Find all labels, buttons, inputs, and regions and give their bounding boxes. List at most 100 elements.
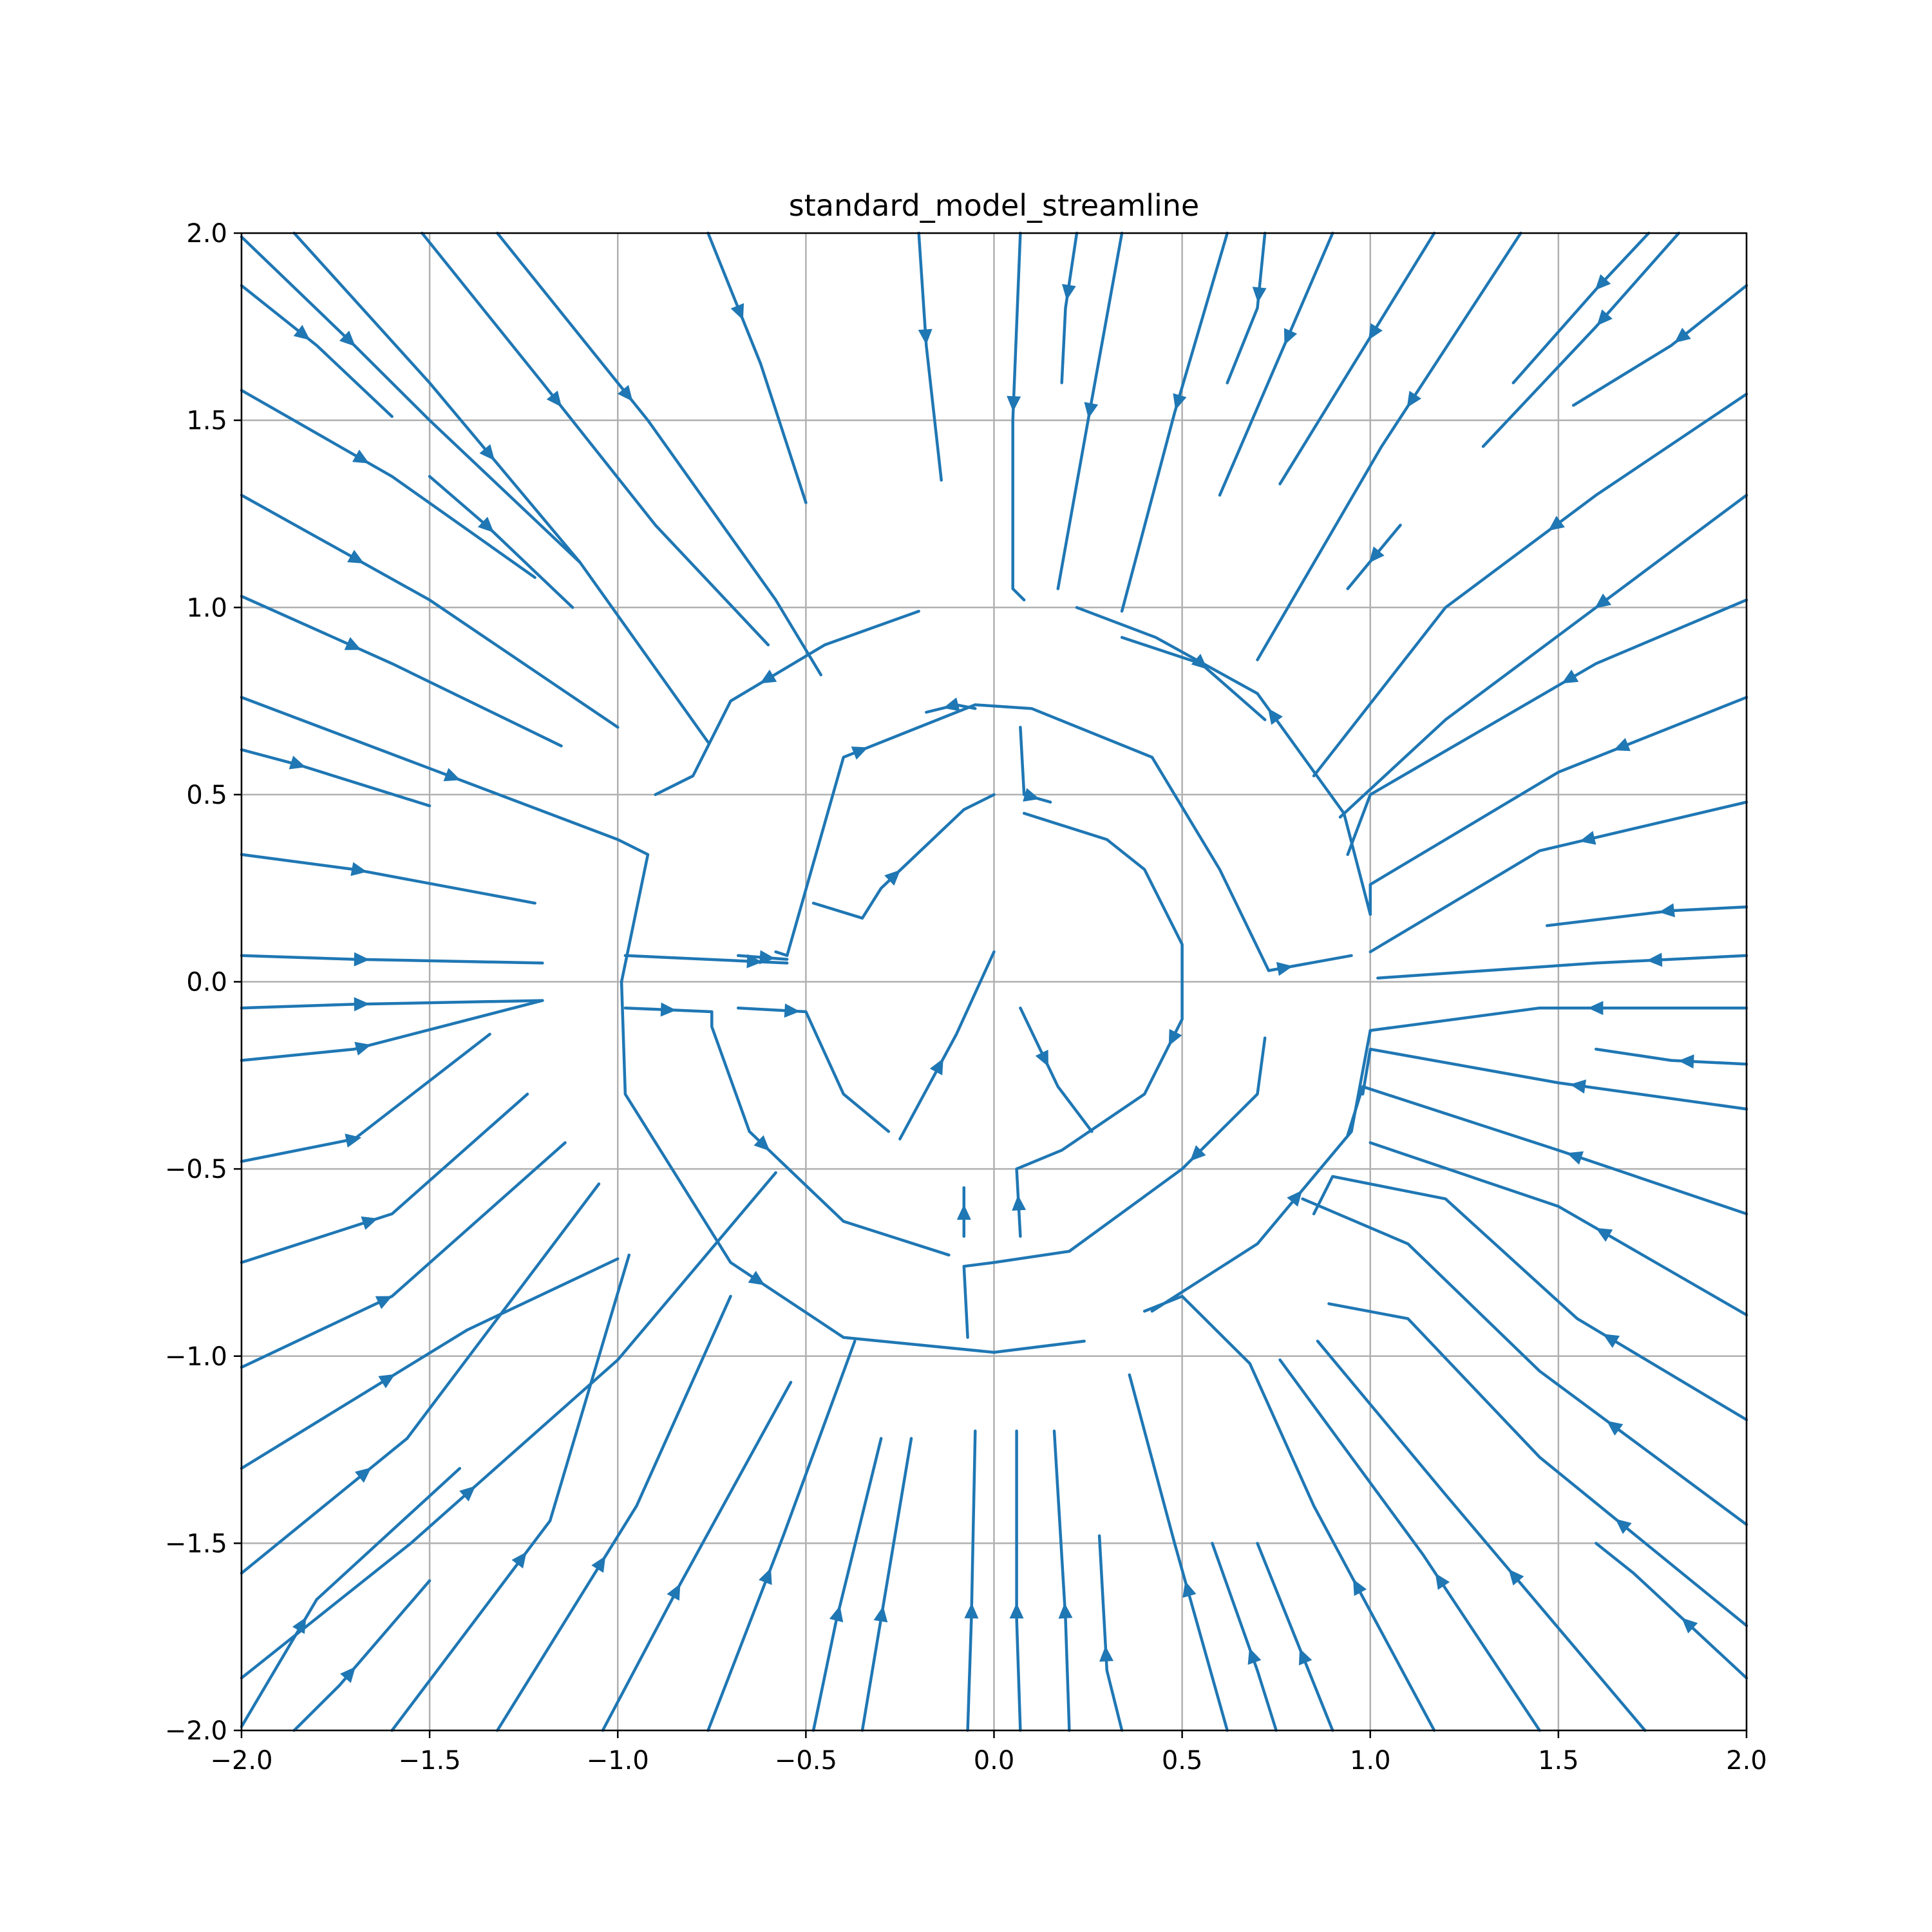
- streamline: [1226, 231, 1267, 384]
- streamline: [1368, 1006, 1748, 1032]
- streamline: [1060, 231, 1079, 384]
- streamline-arrow: [1276, 961, 1293, 976]
- streamline-arrow: [884, 869, 901, 886]
- streamline-arrow: [293, 325, 310, 341]
- streamline-arrow: [1595, 274, 1611, 290]
- streamline-arrow: [1035, 1050, 1048, 1067]
- streamline-arrow: [1267, 708, 1283, 725]
- streamline-arrow: [1007, 395, 1021, 412]
- chart-title: standard_model_streamline: [789, 188, 1200, 223]
- streamline: [1097, 1534, 1124, 1732]
- streamline: [240, 284, 393, 419]
- streamline-arrow: [829, 1605, 844, 1623]
- streamline-arrow: [340, 1667, 356, 1683]
- streamline-arrow: [759, 950, 775, 965]
- streamline-arrow: [964, 1603, 979, 1619]
- streamline: [1278, 1358, 1541, 1732]
- streamline-arrow: [289, 755, 306, 770]
- streamline-arrow: [1615, 1519, 1632, 1534]
- streamline-arrow: [753, 1135, 770, 1151]
- streamline-arrow: [1602, 1334, 1620, 1349]
- streamline-arrow: [339, 330, 355, 346]
- streamline: [240, 1466, 462, 1728]
- streamline: [1056, 231, 1124, 591]
- streamline: [1346, 598, 1748, 857]
- streamline: [620, 980, 1086, 1354]
- streamline: [774, 703, 1271, 972]
- streamline-arrow: [918, 328, 933, 345]
- streamline: [240, 493, 620, 729]
- streamline-arrow: [1646, 952, 1663, 967]
- streamline-arrow: [748, 1271, 765, 1285]
- streamline-arrow: [1084, 402, 1099, 419]
- streamline-arrow: [459, 1486, 476, 1502]
- streamline-arrow: [617, 384, 633, 402]
- streamline: [736, 1006, 891, 1133]
- y-tick-label: −1.5: [165, 1529, 227, 1558]
- streamline: [240, 235, 582, 564]
- streamline-arrow: [591, 1556, 606, 1573]
- streamline: [240, 1092, 529, 1264]
- streamline-arrow: [873, 1605, 888, 1623]
- streamline-arrow: [1012, 1195, 1027, 1211]
- streamline: [1278, 231, 1436, 486]
- streamline-arrow: [354, 997, 370, 1012]
- streamline-arrow: [1566, 1151, 1584, 1165]
- streamline-arrow: [354, 952, 370, 967]
- streamline: [1218, 231, 1334, 497]
- streamline: [1011, 231, 1026, 601]
- streamline-arrow: [1596, 309, 1613, 326]
- y-tick-label: 2.0: [186, 219, 227, 249]
- streamline-arrow: [1678, 1054, 1694, 1069]
- streamline-arrow: [355, 1467, 372, 1483]
- streamline: [1019, 726, 1052, 804]
- streamline: [1019, 1006, 1094, 1133]
- streamline: [1316, 1340, 1647, 1732]
- streamline-arrow: [1247, 1647, 1262, 1665]
- y-tick-label: −0.5: [165, 1155, 227, 1184]
- y-tick-label: 0.5: [186, 781, 227, 810]
- streamline: [898, 950, 996, 1141]
- streamline-arrow: [511, 1551, 527, 1569]
- streamline-arrow: [1182, 1580, 1197, 1598]
- streamline: [962, 1036, 1267, 1339]
- streamline: [240, 696, 650, 983]
- streamline-arrow: [1058, 1602, 1073, 1619]
- streamline-arrow: [1606, 1421, 1624, 1436]
- streamline-arrow: [1009, 1603, 1024, 1619]
- streamline: [292, 231, 710, 744]
- x-tick-label: 1.5: [1538, 1746, 1579, 1776]
- streamline-arrow: [1173, 393, 1187, 410]
- streamline-arrow: [660, 1002, 677, 1017]
- streamline: [496, 231, 822, 677]
- streamline-arrow: [1674, 327, 1691, 343]
- streamline-arrow: [375, 1296, 393, 1309]
- streamline: [710, 1010, 951, 1257]
- streamline: [1595, 1542, 1748, 1680]
- streamline-arrow: [1681, 1618, 1698, 1634]
- streamline: [706, 1340, 857, 1732]
- streamline: [1128, 1373, 1229, 1732]
- streamline-arrow: [345, 1133, 362, 1148]
- x-tick-label: 2.0: [1726, 1746, 1767, 1776]
- streamline: [1368, 800, 1748, 954]
- streamline-arrow: [929, 1058, 943, 1075]
- streamline: [240, 594, 563, 748]
- streamline: [1256, 231, 1522, 661]
- streamline-arrow: [1548, 516, 1565, 531]
- streamline-arrow: [730, 303, 744, 321]
- streamline: [292, 1579, 431, 1732]
- streamline: [1571, 284, 1748, 407]
- streamline-arrow: [1368, 546, 1385, 563]
- streamline-arrow: [1368, 323, 1383, 340]
- streamline-arrow: [1353, 1578, 1367, 1596]
- streamline: [496, 1294, 732, 1732]
- streamline: [240, 1182, 601, 1575]
- streamline-arrow: [1023, 788, 1040, 802]
- streamline-arrow: [1406, 390, 1421, 408]
- streamline: [1338, 493, 1748, 819]
- streamline: [917, 231, 943, 482]
- x-tick-label: −0.5: [775, 1746, 837, 1776]
- streamline-arrow: [1579, 831, 1596, 845]
